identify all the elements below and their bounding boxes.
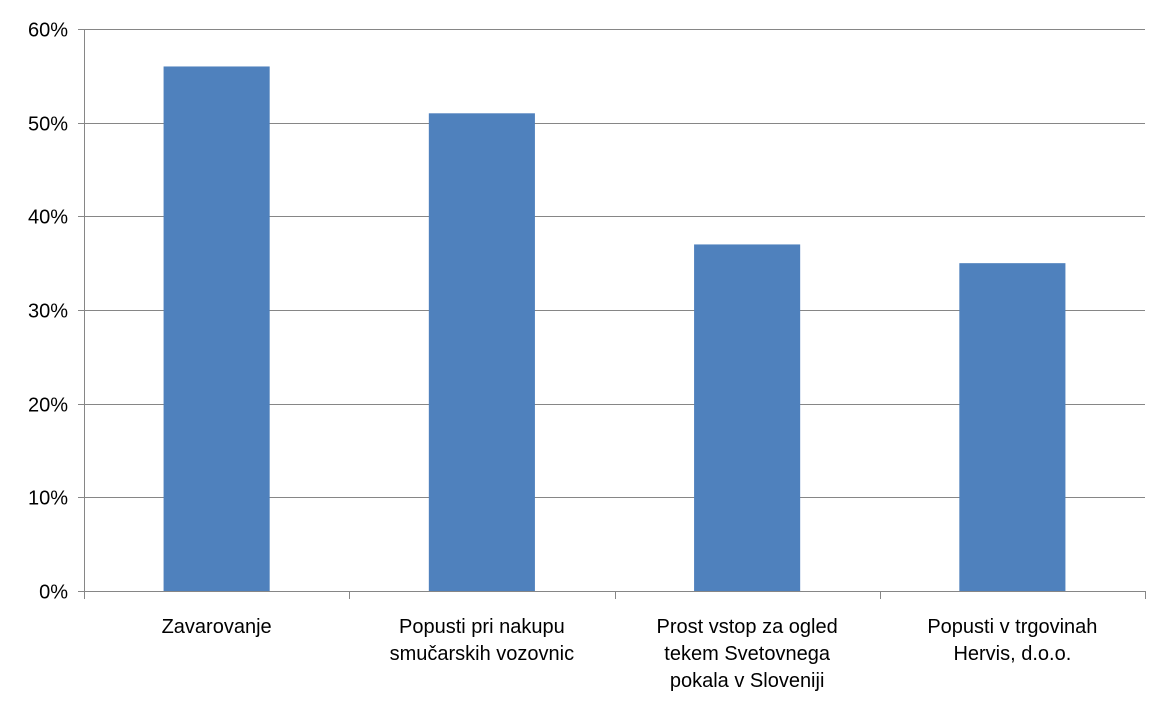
y-tick-label: 0% — [39, 582, 68, 604]
y-axis-ticks: 0% 10% 20% 30% 40% 50% 60% — [28, 20, 84, 604]
bars — [163, 66, 1066, 592]
y-tick-label: 60% — [28, 20, 68, 42]
x-category-label: Zavarovanje — [162, 616, 272, 638]
y-tick-label: 50% — [28, 114, 68, 136]
bar — [694, 244, 801, 591]
x-category-label: Popusti pri nakupu smučarskih vozovnic — [390, 616, 575, 665]
y-tick-label: 20% — [28, 395, 68, 417]
y-tick-label: 30% — [28, 301, 68, 323]
axes — [84, 29, 1146, 599]
x-category-label: Popusti v trgovinah Hervis, d.o.o. — [927, 616, 1097, 665]
y-tick-label: 40% — [28, 207, 68, 229]
bar — [428, 113, 535, 592]
x-axis-labels: Zavarovanje Popusti pri nakupu smučarskih … — [162, 616, 1098, 692]
x-category-label: Prost vstop za ogled tekem Svetovnega poka… — [657, 616, 838, 692]
y-tick-label: 10% — [28, 488, 68, 510]
bar — [163, 66, 270, 591]
bar — [959, 263, 1066, 591]
